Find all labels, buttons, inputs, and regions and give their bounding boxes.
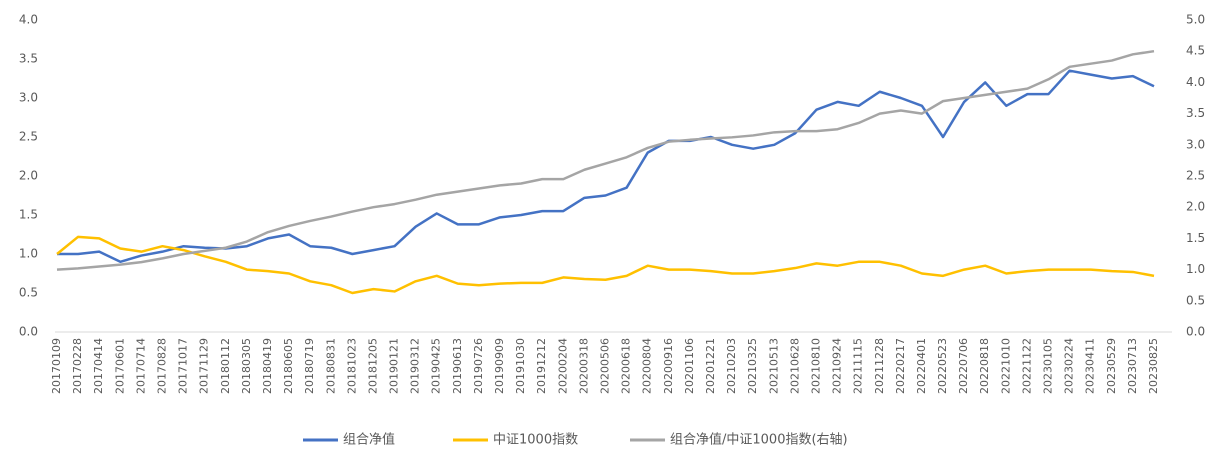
x-tick-label: 20180719 xyxy=(303,338,316,394)
x-tick-label: 20170601 xyxy=(113,338,126,394)
x-tick-label: 20180305 xyxy=(240,338,253,394)
x-tick-label: 20200916 xyxy=(662,338,675,394)
x-tick-label: 20220401 xyxy=(915,338,928,394)
x-tick-label: 20181205 xyxy=(366,338,379,394)
y2-tick-label: 4.0 xyxy=(1186,75,1205,89)
x-tick-label: 20180112 xyxy=(219,338,232,394)
x-tick-label: 20200618 xyxy=(620,338,633,394)
y2-tick-label: 0.0 xyxy=(1186,325,1205,339)
y2-tick-label: 1.0 xyxy=(1186,262,1205,276)
x-tick-label: 20201221 xyxy=(704,338,717,394)
x-tick-label: 20191212 xyxy=(535,338,548,394)
x-tick-label: 20220818 xyxy=(978,338,991,394)
x-tick-label: 20210203 xyxy=(725,338,738,394)
y-tick-label: 1.0 xyxy=(19,247,38,261)
y-tick-label: 0.5 xyxy=(19,286,38,300)
y-tick-label: 0.0 xyxy=(19,325,38,339)
x-tick-label: 20200804 xyxy=(641,338,654,394)
x-tick-label: 20191030 xyxy=(514,338,527,394)
series-line xyxy=(57,69,1155,264)
x-tick-label: 20181023 xyxy=(345,338,358,394)
x-tick-label: 20190613 xyxy=(451,338,464,394)
x-tick-label: 20210628 xyxy=(788,338,801,394)
x-tick-label: 20171017 xyxy=(177,338,190,394)
x-tick-label: 20190121 xyxy=(388,338,401,394)
x-tick-label: 20230411 xyxy=(1084,338,1097,394)
x-tick-label: 20210810 xyxy=(809,338,822,394)
x-tick-label: 20220217 xyxy=(894,338,907,394)
x-tick-label: 20220706 xyxy=(957,338,970,394)
y-tick-label: 2.5 xyxy=(19,130,38,144)
x-tick-label: 20210325 xyxy=(746,338,759,394)
y2-tick-label: 2.0 xyxy=(1186,200,1205,214)
x-tick-label: 20170109 xyxy=(50,338,63,394)
y2-tick-label: 3.0 xyxy=(1186,137,1205,151)
y2-tick-label: 1.5 xyxy=(1186,231,1205,245)
x-tick-label: 20230105 xyxy=(1042,338,1055,394)
x-tick-label: 20210924 xyxy=(831,338,844,394)
x-tick-label: 20200318 xyxy=(577,338,590,394)
legend-label: 中证1000指数 xyxy=(493,433,578,448)
y-tick-label: 4.0 xyxy=(19,13,38,27)
x-tick-label: 20170228 xyxy=(71,338,84,394)
x-tick-label: 20221010 xyxy=(999,338,1012,394)
x-tick-label: 20230529 xyxy=(1105,338,1118,394)
x-tick-label: 20180419 xyxy=(261,338,274,394)
series-line xyxy=(56,235,1155,295)
y-tick-label: 2.0 xyxy=(19,169,38,183)
legend-label: 组合净值 xyxy=(343,432,395,448)
x-tick-label: 20190312 xyxy=(409,338,422,394)
y2-tick-label: 2.5 xyxy=(1186,169,1205,183)
x-tick-label: 20170828 xyxy=(155,338,168,394)
y2-tick-label: 4.5 xyxy=(1186,44,1205,58)
x-tick-label: 20230825 xyxy=(1147,338,1160,394)
y2-tick-label: 5.0 xyxy=(1186,13,1205,27)
x-tick-label: 20211115 xyxy=(852,338,865,394)
x-tick-label: 20200204 xyxy=(556,338,569,394)
x-tick-label: 20190425 xyxy=(430,338,443,394)
y-tick-label: 1.5 xyxy=(19,208,38,222)
x-tick-label: 20201106 xyxy=(683,338,696,394)
x-tick-label: 20230224 xyxy=(1063,338,1076,394)
x-tick-label: 20190726 xyxy=(472,338,485,394)
y-tick-label: 3.0 xyxy=(19,91,38,105)
x-tick-label: 20211228 xyxy=(873,338,886,394)
x-tick-label: 20220523 xyxy=(936,338,949,394)
x-tick-label: 20221122 xyxy=(1020,338,1033,394)
y2-tick-label: 0.5 xyxy=(1186,293,1205,307)
x-tick-label: 20180605 xyxy=(282,338,295,394)
legend-label: 组合净值/中证1000指数(右轴) xyxy=(670,432,848,448)
x-tick-label: 20180831 xyxy=(324,338,337,394)
y-tick-label: 3.5 xyxy=(19,52,38,66)
x-tick-label: 20171129 xyxy=(198,338,211,394)
x-tick-label: 20170414 xyxy=(92,338,105,394)
y2-tick-label: 3.5 xyxy=(1186,106,1205,120)
x-tick-label: 20190909 xyxy=(493,338,506,394)
x-tick-label: 20200506 xyxy=(599,338,612,394)
x-tick-label: 20170714 xyxy=(134,338,147,394)
x-tick-label: 20230713 xyxy=(1126,338,1139,394)
x-tick-label: 20210513 xyxy=(767,338,780,394)
series-line xyxy=(56,49,1155,271)
